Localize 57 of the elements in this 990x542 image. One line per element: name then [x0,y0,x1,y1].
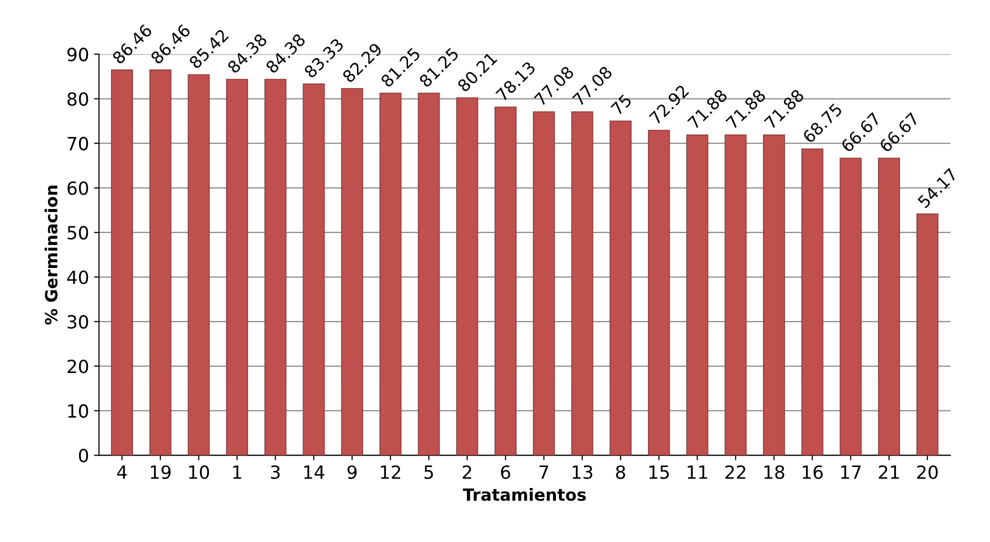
x-tick-label: 17 [841,466,861,479]
y-tick-label: 70 [68,136,88,150]
bar [226,78,248,456]
x-tick-label: 20 [917,465,938,479]
bar [302,84,325,456]
bar [188,74,210,456]
bar [264,78,286,456]
x-tick-label: 13 [572,465,592,479]
x-tick-label: 1 [233,466,242,479]
bar [571,111,594,456]
x-tick-label: 8 [616,465,626,479]
y-tick-label: 30 [68,315,88,329]
bar [149,70,172,456]
bar [840,158,862,456]
bar [610,120,632,456]
x-tick-label: 18 [764,465,784,479]
y-tick-label: 50 [68,226,88,240]
y-axis-title: % Germinacion [44,186,58,325]
x-tick-label: 7 [540,466,548,479]
bar [494,106,516,456]
x-tick-label: 10 [189,465,209,479]
bar [916,213,938,456]
x-tick-label: 14 [304,466,324,479]
x-tick-label: 15 [649,466,669,479]
x-tick-label: 19 [150,465,171,479]
y-tick-label: 80 [68,92,88,106]
x-tick-label: 12 [380,465,400,479]
x-tick-label: 2 [462,465,472,479]
y-tick-label: 10 [68,404,88,418]
y-tick-label: 90 [67,48,88,62]
bar [380,92,402,456]
x-tick-label: 21 [878,465,899,479]
bar [456,97,478,456]
bar [418,92,440,456]
bar [763,134,785,456]
bar [532,111,555,456]
x-tick-label: 9 [348,465,357,479]
x-tick-label: 6 [501,465,510,479]
x-tick-label: 3 [271,465,280,479]
bar [111,70,133,456]
x-tick-label: 22 [725,465,746,479]
bar [686,134,708,456]
data-label: 75 [610,94,632,116]
y-tick-label: 0 [78,448,88,462]
x-tick-label: 5 [424,466,433,479]
bar [724,134,747,456]
y-tick-label: 20 [68,360,88,374]
x-tick-label: 16 [802,465,823,479]
bar [878,158,900,456]
y-tick-label: 40 [67,270,88,284]
x-axis-title: Tratamientos [462,488,586,501]
y-tick-label: 60 [68,181,88,196]
x-tick-label: 11 [688,466,708,479]
x-tick-label: 4 [117,466,127,479]
bar [801,148,824,456]
bar [648,130,670,456]
bar [341,88,364,456]
